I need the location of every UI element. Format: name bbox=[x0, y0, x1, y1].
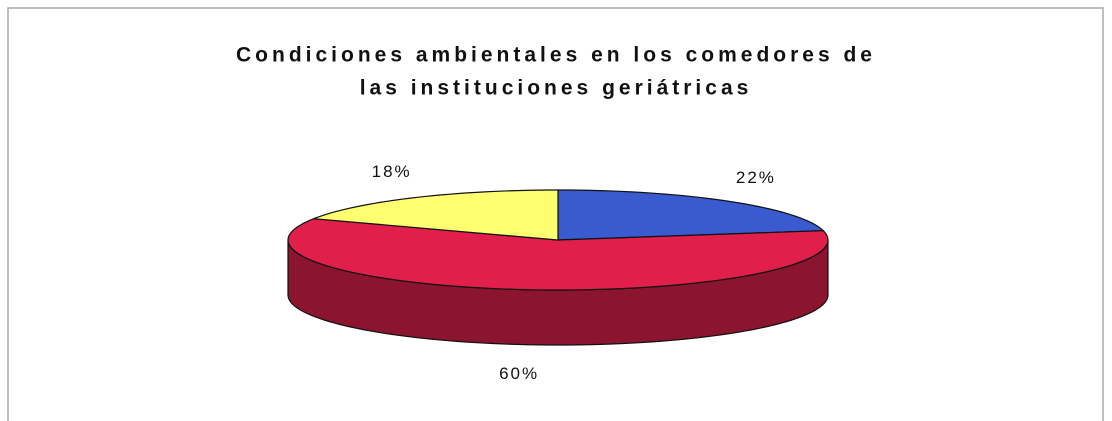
pie-slice bbox=[287, 218, 829, 291]
data-label: 22% bbox=[736, 168, 776, 187]
chart-title: Condiciones ambientales en los comedores… bbox=[236, 44, 876, 67]
chart-title: las instituciones geriátricas bbox=[360, 77, 753, 100]
pie-slice bbox=[557, 189, 825, 241]
data-label: 18% bbox=[372, 162, 412, 181]
pie-slice bbox=[313, 189, 559, 241]
data-label: 60% bbox=[499, 364, 539, 383]
